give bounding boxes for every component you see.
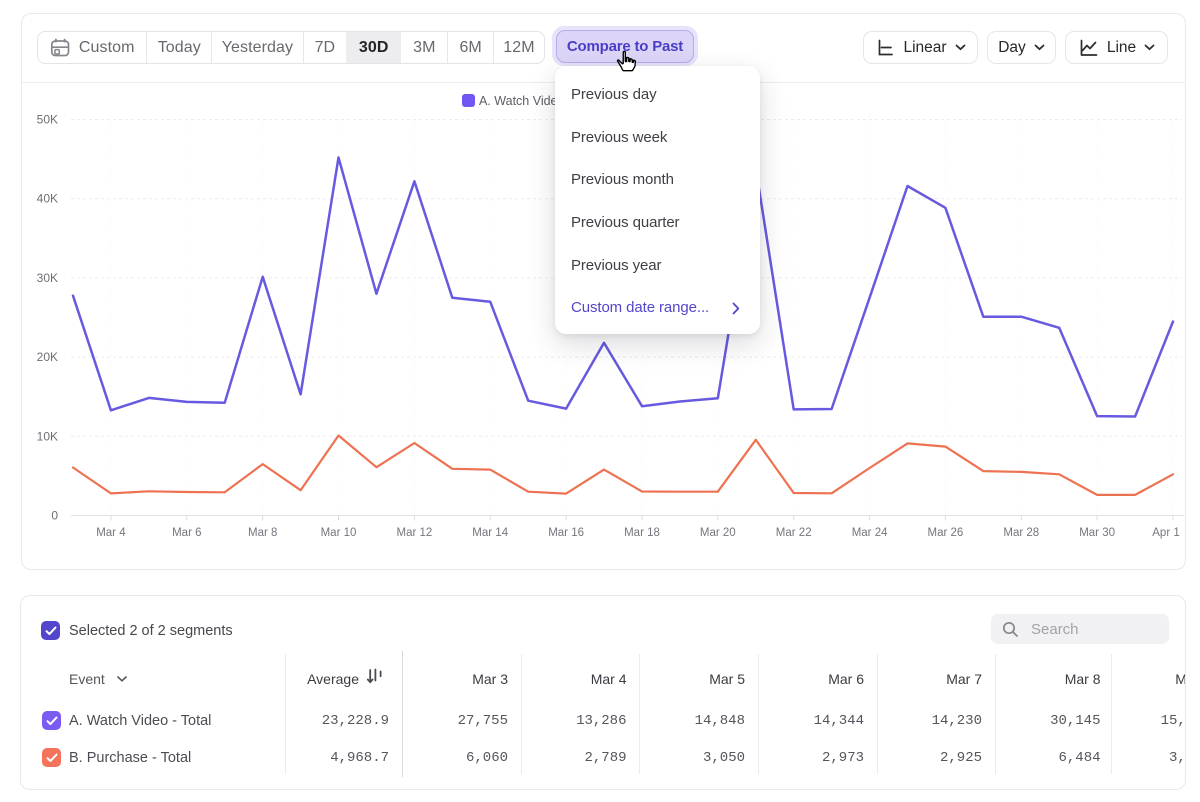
svg-text:Mar 16: Mar 16 <box>548 527 584 539</box>
svg-text:Mar 4: Mar 4 <box>96 527 126 539</box>
svg-text:Mar 14: Mar 14 <box>472 527 508 539</box>
svg-text:Mar 6: Mar 6 <box>172 527 201 539</box>
svg-text:Mar 12: Mar 12 <box>397 527 433 539</box>
svg-text:Mar 30: Mar 30 <box>1079 527 1115 539</box>
svg-text:50K: 50K <box>37 113 58 127</box>
svg-text:Mar 28: Mar 28 <box>1003 527 1039 539</box>
svg-text:40K: 40K <box>37 192 58 206</box>
svg-text:10K: 10K <box>37 429 58 443</box>
svg-text:20K: 20K <box>37 350 58 364</box>
svg-text:Mar 26: Mar 26 <box>928 527 964 539</box>
svg-text:Apr 1: Apr 1 <box>1152 527 1180 539</box>
svg-text:Mar 22: Mar 22 <box>776 527 812 539</box>
svg-text:Mar 24: Mar 24 <box>852 527 888 539</box>
svg-text:0: 0 <box>51 509 58 523</box>
svg-text:Mar 10: Mar 10 <box>321 527 357 539</box>
svg-text:30K: 30K <box>37 271 58 285</box>
svg-text:Mar 8: Mar 8 <box>248 527 277 539</box>
svg-text:Mar 20: Mar 20 <box>700 527 736 539</box>
svg-text:Mar 18: Mar 18 <box>624 527 660 539</box>
